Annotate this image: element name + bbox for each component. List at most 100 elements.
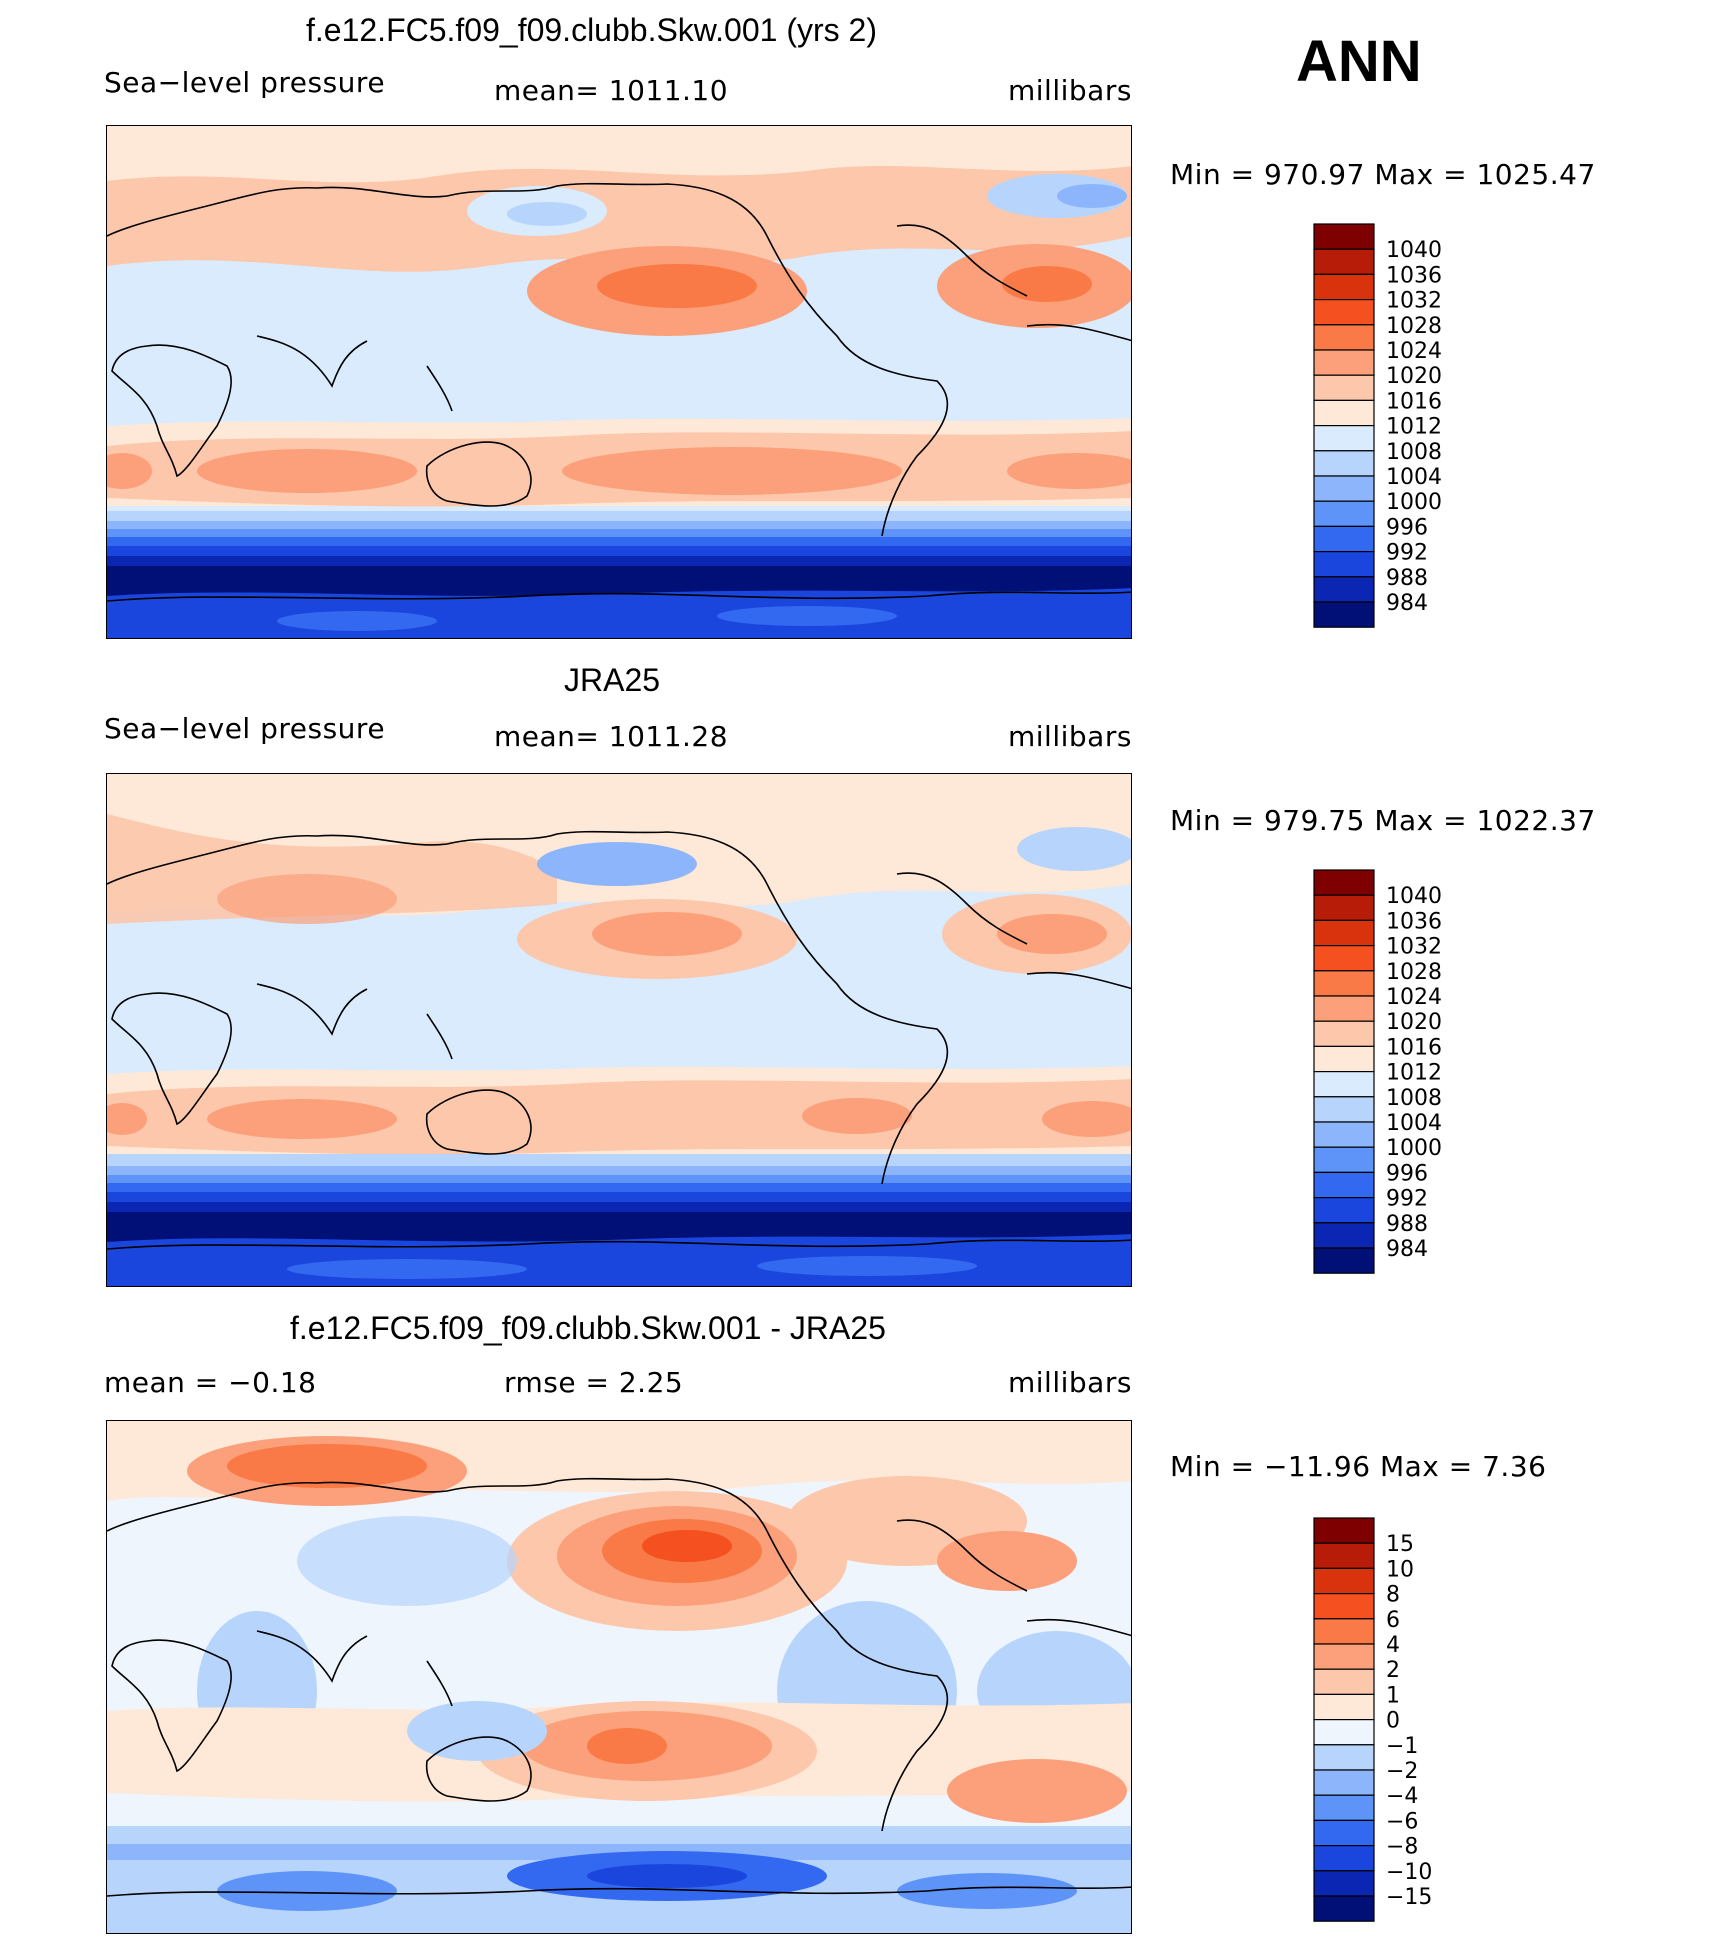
colorbar-swatch [1313, 1895, 1375, 1922]
panel2-minmax: Min = 979.75 Max = 1022.37 [1170, 804, 1596, 837]
colorbar-label: 1 [1386, 1683, 1400, 1708]
colorbar-swatch [1313, 273, 1375, 301]
colorbar-swatch [1313, 223, 1375, 250]
colorbar-swatch [1313, 475, 1375, 502]
colorbar-label: −1 [1386, 1734, 1418, 1759]
colorbar-swatch [1313, 1693, 1375, 1721]
colorbar-swatch [1313, 970, 1375, 997]
colorbar-swatch [1313, 1845, 1375, 1872]
panel3-mean: mean = −0.18 [104, 1366, 317, 1399]
panel3-map [106, 1420, 1132, 1934]
colorbar-swatch [1313, 576, 1375, 603]
colorbar-label: 10 [1386, 1557, 1414, 1582]
colorbar-label: 992 [1386, 1187, 1428, 1212]
colorbar-swatch [1313, 869, 1375, 896]
colorbar-swatch [1313, 324, 1375, 351]
colorbar-swatch [1313, 1592, 1375, 1620]
colorbar-label: 1028 [1386, 314, 1442, 339]
colorbar-label: 1040 [1386, 238, 1442, 263]
colorbar-label: 1040 [1386, 884, 1442, 909]
colorbar-label: −10 [1386, 1860, 1432, 1885]
colorbar-swatch [1313, 1567, 1375, 1595]
panel2-units: millibars [1008, 720, 1132, 753]
colorbar-swatch [1313, 399, 1375, 427]
colorbar-swatch [1313, 1794, 1375, 1822]
colorbar-swatch [1313, 1769, 1375, 1796]
colorbar-label: 984 [1386, 1237, 1428, 1262]
colorbar-label: 4 [1386, 1633, 1400, 1658]
panel1-map [106, 125, 1132, 639]
colorbar-label: 1024 [1386, 339, 1442, 364]
colorbar-swatch [1313, 919, 1375, 947]
colorbar-label: 992 [1386, 541, 1428, 566]
panel1-units: millibars [1008, 74, 1132, 107]
colorbar-swatch [1313, 1618, 1375, 1645]
colorbar-swatch [1313, 1247, 1375, 1274]
colorbar-label: 1000 [1386, 1136, 1442, 1161]
colorbar-swatch [1313, 1222, 1375, 1249]
panel2-map-plot [107, 774, 1131, 1286]
colorbar-label: 1020 [1386, 1010, 1442, 1035]
colorbar-swatch [1313, 450, 1375, 477]
colorbar-label: 2 [1386, 1658, 1400, 1683]
colorbar-label: 1016 [1386, 389, 1442, 414]
colorbar-swatch [1313, 500, 1375, 528]
colorbar-swatch [1313, 298, 1375, 326]
colorbar-label: 1008 [1386, 1086, 1442, 1111]
colorbar-label: 1032 [1386, 935, 1442, 960]
colorbar-swatch [1313, 1071, 1375, 1098]
colorbar-swatch [1313, 894, 1375, 922]
panel3-map-plot [107, 1421, 1131, 1933]
panel3-units: millibars [1008, 1366, 1132, 1399]
colorbar-swatch [1313, 525, 1375, 553]
colorbar-label: 0 [1386, 1709, 1400, 1734]
colorbar-label: −4 [1386, 1784, 1418, 1809]
colorbar-swatch [1313, 1517, 1375, 1544]
colorbar-swatch [1313, 349, 1375, 376]
colorbar-swatch [1313, 1096, 1375, 1123]
panel1-mean: mean= 1011.10 [494, 74, 729, 107]
colorbar-swatch [1313, 1197, 1375, 1224]
colorbar-swatch [1313, 1542, 1375, 1570]
colorbar-label: 1016 [1386, 1035, 1442, 1060]
colorbar-label: 1028 [1386, 960, 1442, 985]
colorbar-label: −2 [1386, 1759, 1418, 1784]
colorbar-swatch [1313, 1045, 1375, 1073]
colorbar-swatch [1313, 1020, 1375, 1047]
panel3-rmse: rmse = 2.25 [504, 1366, 684, 1399]
colorbar-label: 1004 [1386, 465, 1442, 490]
colorbar-swatch [1313, 1643, 1375, 1670]
colorbar-label: 988 [1386, 566, 1428, 591]
colorbar-label: 1024 [1386, 985, 1442, 1010]
colorbar-label: 1004 [1386, 1111, 1442, 1136]
panel2-variable: Sea−level pressure [104, 712, 386, 745]
colorbar-label: 1036 [1386, 263, 1442, 288]
panel2-title: JRA25 [564, 662, 661, 698]
colorbar-swatch [1313, 551, 1375, 578]
colorbar-label: −6 [1386, 1809, 1418, 1834]
colorbar-label: 1000 [1386, 490, 1442, 515]
panel3-minmax: Min = −11.96 Max = 7.36 [1170, 1450, 1547, 1483]
panel1-map-plot [107, 126, 1131, 638]
panel3-title: f.e12.FC5.f09_f09.clubb.Skw.001 - JRA25 [290, 1310, 886, 1346]
panel1-variable: Sea−level pressure [104, 66, 386, 99]
panel1-minmax: Min = 970.97 Max = 1025.47 [1170, 158, 1596, 191]
colorbar-swatch [1313, 1146, 1375, 1174]
colorbar-swatch [1313, 1819, 1375, 1847]
colorbar-swatch [1313, 1719, 1375, 1746]
colorbar-label: 996 [1386, 1161, 1428, 1186]
panel1-title: f.e12.FC5.f09_f09.clubb.Skw.001 (yrs 2) [306, 12, 877, 48]
colorbar-label: 1012 [1386, 415, 1442, 440]
colorbar-label: −15 [1386, 1885, 1432, 1910]
colorbar-swatch [1313, 1668, 1375, 1695]
panel2-map [106, 773, 1132, 1287]
colorbar-swatch [1313, 425, 1375, 452]
colorbar-label: 996 [1386, 515, 1428, 540]
colorbar-label: 1020 [1386, 364, 1442, 389]
colorbar-label: 8 [1386, 1583, 1400, 1608]
panel1-colorbar: 1040103610321028102410201016101210081004… [1313, 223, 1442, 628]
panel2-mean: mean= 1011.28 [494, 720, 729, 753]
colorbar-label: −8 [1386, 1835, 1418, 1860]
colorbar-swatch [1313, 1121, 1375, 1148]
